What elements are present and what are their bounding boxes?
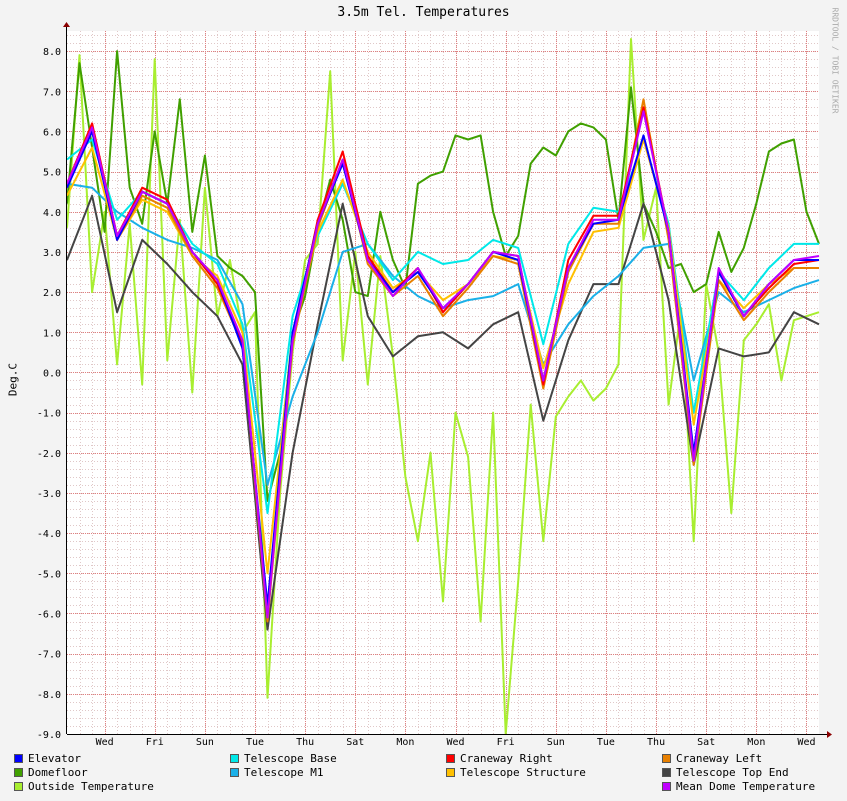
- legend-item-outside-temperature: Outside Temperature: [14, 780, 154, 793]
- y-tick-label: 5.0: [43, 168, 61, 179]
- y-axis-arrow: [63, 22, 70, 27]
- x-tick-label: Sat: [346, 737, 364, 748]
- legend-swatch-telescope-top-end: [662, 768, 671, 777]
- legend-swatch-telescope-m1: [230, 768, 239, 777]
- legend-label-telescope-top-end: Telescope Top End: [676, 766, 789, 779]
- legend-item-domefloor: Domefloor: [14, 766, 88, 779]
- legend: Elevator Telescope Base Craneway Right C…: [14, 752, 844, 798]
- watermark: RRDTOOL / TOBI OETIKER: [830, 7, 840, 114]
- x-axis-arrow: [827, 731, 832, 738]
- series-line-mean-dome-temperature: [66, 110, 820, 619]
- y-tick-label: 7.0: [43, 87, 61, 98]
- x-tick-label: Wed: [797, 737, 815, 748]
- y-tick-label: 2.0: [43, 288, 61, 299]
- legend-item-elevator: Elevator: [14, 752, 81, 765]
- legend-swatch-telescope-structure: [446, 768, 455, 777]
- series-line-domefloor: [66, 50, 820, 502]
- x-tick-label: Sun: [547, 737, 565, 748]
- y-tick-label: 3.0: [43, 248, 61, 259]
- x-tick-label: Fri: [146, 737, 164, 748]
- chart-title: 3.5m Tel. Temperatures: [337, 5, 510, 20]
- x-tick-label: Tue: [597, 737, 615, 748]
- series-line-telescope-base: [66, 138, 819, 515]
- legend-item-telescope-top-end: Telescope Top End: [662, 766, 789, 779]
- x-tick-label: Fri: [497, 737, 515, 748]
- x-tick-label: Thu: [296, 737, 314, 748]
- legend-label-mean-dome-temperature: Mean Dome Temperature: [676, 780, 816, 793]
- y-tick-label: 1.0: [43, 328, 61, 339]
- legend-label-telescope-structure: Telescope Structure: [460, 766, 586, 779]
- legend-item-telescope-structure: Telescope Structure: [446, 766, 586, 779]
- legend-item-craneway-left: Craneway Left: [662, 752, 762, 765]
- y-tick-label: -5.0: [37, 569, 61, 580]
- legend-swatch-outside-temperature: [14, 782, 23, 791]
- y-tick-label: -4.0: [37, 529, 61, 540]
- x-tick-label: Thu: [647, 737, 665, 748]
- legend-label-elevator: Elevator: [28, 752, 81, 765]
- x-tick-label: Sun: [196, 737, 214, 748]
- y-tick-label: 4.0: [43, 208, 61, 219]
- legend-item-telescope-base: Telescope Base: [230, 752, 337, 765]
- y-tick-label: -2.0: [37, 449, 61, 460]
- legend-swatch-craneway-right: [446, 754, 455, 763]
- y-tick-label: 0.0: [43, 368, 61, 379]
- legend-swatch-craneway-left: [662, 754, 671, 763]
- legend-label-craneway-right: Craneway Right: [460, 752, 553, 765]
- legend-label-telescope-m1: Telescope M1: [244, 766, 324, 779]
- legend-label-telescope-base: Telescope Base: [244, 752, 337, 765]
- legend-label-outside-temperature: Outside Temperature: [28, 780, 154, 793]
- y-axis-label: Deg.C: [6, 362, 20, 397]
- series-line-outside-temperature: [66, 38, 820, 735]
- x-tick-label: Tue: [246, 737, 264, 748]
- x-tick-label: Wed: [447, 737, 465, 748]
- legend-label-craneway-left: Craneway Left: [676, 752, 763, 765]
- x-tick-label: Wed: [96, 737, 114, 748]
- legend-item-mean-dome-temperature: Mean Dome Temperature: [662, 780, 815, 793]
- legend-item-craneway-right: Craneway Right: [446, 752, 553, 765]
- series-line-craneway-left: [66, 98, 819, 623]
- legend-swatch-domefloor: [14, 768, 23, 777]
- x-tick-label: Sat: [697, 737, 715, 748]
- y-tick-label: -6.0: [37, 609, 61, 620]
- legend-swatch-elevator: [14, 754, 23, 763]
- y-tick-label: -9.0: [37, 730, 61, 741]
- legend-label-domefloor: Domefloor: [28, 766, 88, 779]
- y-tick-label: 6.0: [43, 127, 61, 138]
- legend-item-telescope-m1: Telescope M1: [230, 766, 323, 779]
- y-tick-label: 8.0: [43, 47, 61, 58]
- x-tick-label: Mon: [396, 737, 414, 748]
- y-tick-label: -7.0: [37, 650, 61, 661]
- legend-swatch-telescope-base: [230, 754, 239, 763]
- y-tick-label: -8.0: [37, 690, 61, 701]
- legend-swatch-mean-dome-temperature: [662, 782, 671, 791]
- y-tick-label: -3.0: [37, 489, 61, 500]
- y-tick-label: -1.0: [37, 409, 61, 420]
- x-tick-label: Mon: [747, 737, 765, 748]
